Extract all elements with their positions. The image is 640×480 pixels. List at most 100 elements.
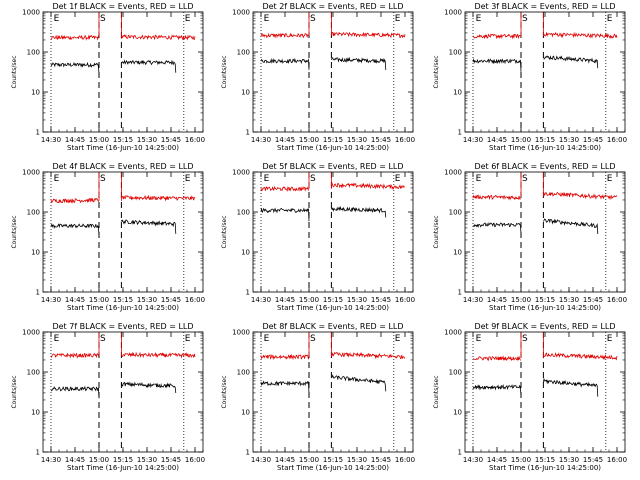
- lld-series-line: [472, 194, 522, 201]
- marker-label: E: [185, 174, 191, 184]
- events-series-line: [50, 223, 100, 236]
- x-tick-label: 14:45: [275, 136, 295, 144]
- x-tick-label: 16:00: [185, 456, 205, 464]
- y-axis-label: Counts/sec: [11, 215, 18, 248]
- plot-frame: [252, 171, 414, 293]
- plot-frame: [42, 331, 204, 453]
- marker-label: S: [100, 174, 106, 184]
- y-tick-label: 10: [31, 89, 40, 97]
- y-tick-label: 10: [453, 409, 462, 417]
- events-series-line: [331, 56, 387, 71]
- plot-frame: [252, 331, 414, 453]
- x-axis-label: Start Time (16-Jun-10 14:25:00): [67, 144, 179, 152]
- events-series-line: [331, 374, 387, 392]
- x-tick-label: 14:45: [487, 456, 507, 464]
- events-series-line: [543, 377, 599, 397]
- marker-label: S: [100, 14, 106, 24]
- y-tick-label: 1000: [232, 169, 250, 177]
- y-tick-label: 10: [31, 409, 40, 417]
- x-tick-label: 15:00: [299, 456, 319, 464]
- x-axis-label: Start Time (16-Jun-10 14:25:00): [489, 304, 601, 312]
- y-tick-label: 1: [246, 289, 250, 297]
- x-tick-label: 15:00: [89, 296, 109, 304]
- lld-series-line: [121, 351, 196, 359]
- marker-label: E: [54, 14, 60, 24]
- marker-label: E: [264, 334, 270, 344]
- marker-label: E: [395, 174, 401, 184]
- marker-label: E: [476, 14, 482, 24]
- y-axis-label: Counts/sec: [221, 375, 228, 408]
- x-tick-label: 15:15: [535, 136, 555, 144]
- lld-series-line: [51, 34, 100, 41]
- panel-title: Det 3f BLACK = Events, RED = LLD: [474, 2, 615, 11]
- y-axis-label: Counts/sec: [11, 55, 18, 88]
- x-tick-label: 14:45: [65, 296, 85, 304]
- x-tick-label: 15:45: [161, 136, 181, 144]
- marker-label: E: [185, 14, 191, 24]
- x-tick-label: 14:30: [41, 456, 61, 464]
- detector-panel: Det 8f BLACK = Events, RED = LLD Counts/s…: [221, 322, 415, 472]
- y-tick-label: 1000: [444, 329, 462, 337]
- events-series-line: [121, 219, 177, 234]
- x-tick-label: 15:45: [583, 296, 603, 304]
- lld-series-line: [260, 185, 310, 192]
- marker-label: S: [310, 14, 316, 24]
- panel-title: Det 5f BLACK = Events, RED = LLD: [262, 162, 403, 171]
- detector-panel: Det 2f BLACK = Events, RED = LLD Counts/s…: [221, 2, 415, 152]
- lld-series-line: [472, 33, 522, 40]
- lld-series-line: [331, 31, 406, 39]
- lld-series-line: [331, 181, 406, 190]
- marker-label: E: [476, 334, 482, 344]
- panel-title: Det 7f BLACK = Events, RED = LLD: [52, 322, 193, 331]
- y-tick-label: 1000: [22, 329, 40, 337]
- events-series-line: [260, 207, 310, 222]
- marker-label: E: [607, 334, 613, 344]
- x-tick-label: 15:30: [137, 136, 157, 144]
- events-series-line: [50, 61, 100, 74]
- lld-series-line: [260, 32, 309, 39]
- marker-label: E: [264, 174, 270, 184]
- x-tick-label: 16:00: [185, 136, 205, 144]
- events-series-line: [472, 221, 522, 234]
- x-axis-label: Start Time (16-Jun-10 14:25:00): [67, 464, 179, 472]
- x-tick-label: 15:45: [161, 456, 181, 464]
- x-tick-label: 15:00: [299, 136, 319, 144]
- y-tick-label: 100: [449, 369, 462, 377]
- lld-series-line: [543, 31, 618, 40]
- y-tick-label: 100: [27, 209, 40, 217]
- plot-frame: [42, 171, 204, 293]
- x-tick-label: 16:00: [395, 456, 415, 464]
- x-tick-label: 15:15: [113, 136, 133, 144]
- x-tick-label: 14:30: [41, 136, 61, 144]
- x-tick-label: 15:30: [347, 136, 367, 144]
- y-tick-label: 100: [449, 209, 462, 217]
- x-tick-label: 14:45: [487, 296, 507, 304]
- lld-series-line: [50, 197, 100, 204]
- panel-title: Det 8f BLACK = Events, RED = LLD: [262, 322, 403, 331]
- y-tick-label: 100: [237, 209, 250, 217]
- marker-label: E: [54, 334, 60, 344]
- x-tick-label: 15:45: [583, 456, 603, 464]
- x-tick-label: 15:30: [559, 296, 579, 304]
- events-series-line: [331, 205, 387, 218]
- events-series-line: [472, 58, 522, 72]
- x-axis-label: Start Time (16-Jun-10 14:25:00): [277, 464, 389, 472]
- y-tick-label: 1: [458, 449, 462, 457]
- lld-series-line: [121, 34, 196, 41]
- x-tick-label: 15:30: [559, 456, 579, 464]
- x-tick-label: 16:00: [607, 296, 627, 304]
- lld-series-line: [472, 355, 522, 362]
- plot-frame: [464, 171, 626, 293]
- x-tick-label: 15:00: [299, 296, 319, 304]
- x-axis-label: Start Time (16-Jun-10 14:25:00): [489, 144, 601, 152]
- x-tick-label: 14:30: [251, 296, 271, 304]
- marker-label: S: [310, 334, 316, 344]
- y-tick-label: 10: [31, 249, 40, 257]
- x-tick-label: 16:00: [607, 136, 627, 144]
- x-tick-label: 15:15: [113, 296, 133, 304]
- events-series-line: [50, 385, 100, 399]
- plot-frame: [42, 11, 204, 133]
- y-tick-label: 1000: [232, 329, 250, 337]
- lld-series-line: [543, 191, 618, 201]
